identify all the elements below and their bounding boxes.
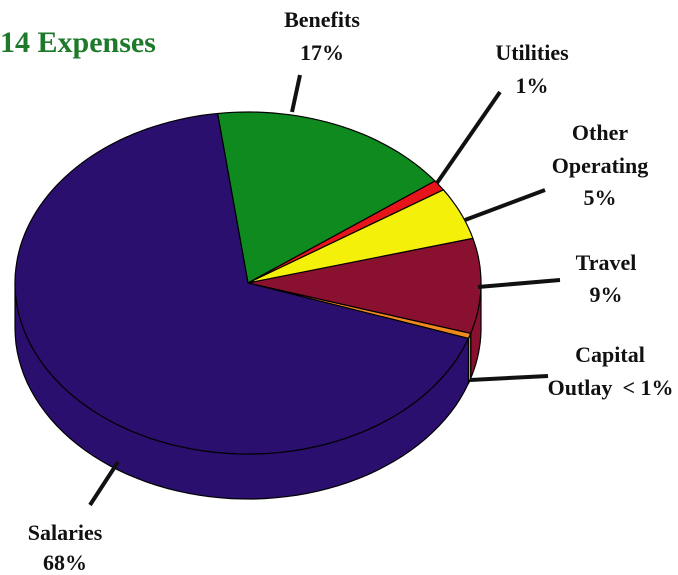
slice-value-label: 68% [43, 550, 87, 575]
pie-slice [14, 112, 470, 455]
leader-line [464, 188, 546, 222]
slice-label: Salaries [28, 520, 103, 545]
slice-value-label: < 1% [622, 375, 673, 400]
pie-slice [247, 189, 474, 284]
slice-label: Capital Outlay [548, 342, 645, 400]
slice-label: Other Operating [552, 120, 649, 178]
chart-title: 14 Expenses [0, 26, 156, 59]
slice-value-label: 5% [584, 185, 617, 210]
leader-line [477, 278, 561, 289]
slice-value-label: 1% [516, 73, 549, 98]
pie-slice [216, 111, 437, 284]
leader-line [290, 74, 302, 113]
leader-line [469, 374, 549, 382]
leader-line [435, 90, 502, 185]
leader-line [88, 460, 120, 507]
slice-value-label: 17% [300, 40, 344, 65]
slice-value-label: 9% [590, 282, 623, 307]
slice-label: Utilities [495, 40, 569, 65]
slice-label: Benefits [284, 7, 360, 32]
slice-label: Travel [576, 250, 637, 275]
